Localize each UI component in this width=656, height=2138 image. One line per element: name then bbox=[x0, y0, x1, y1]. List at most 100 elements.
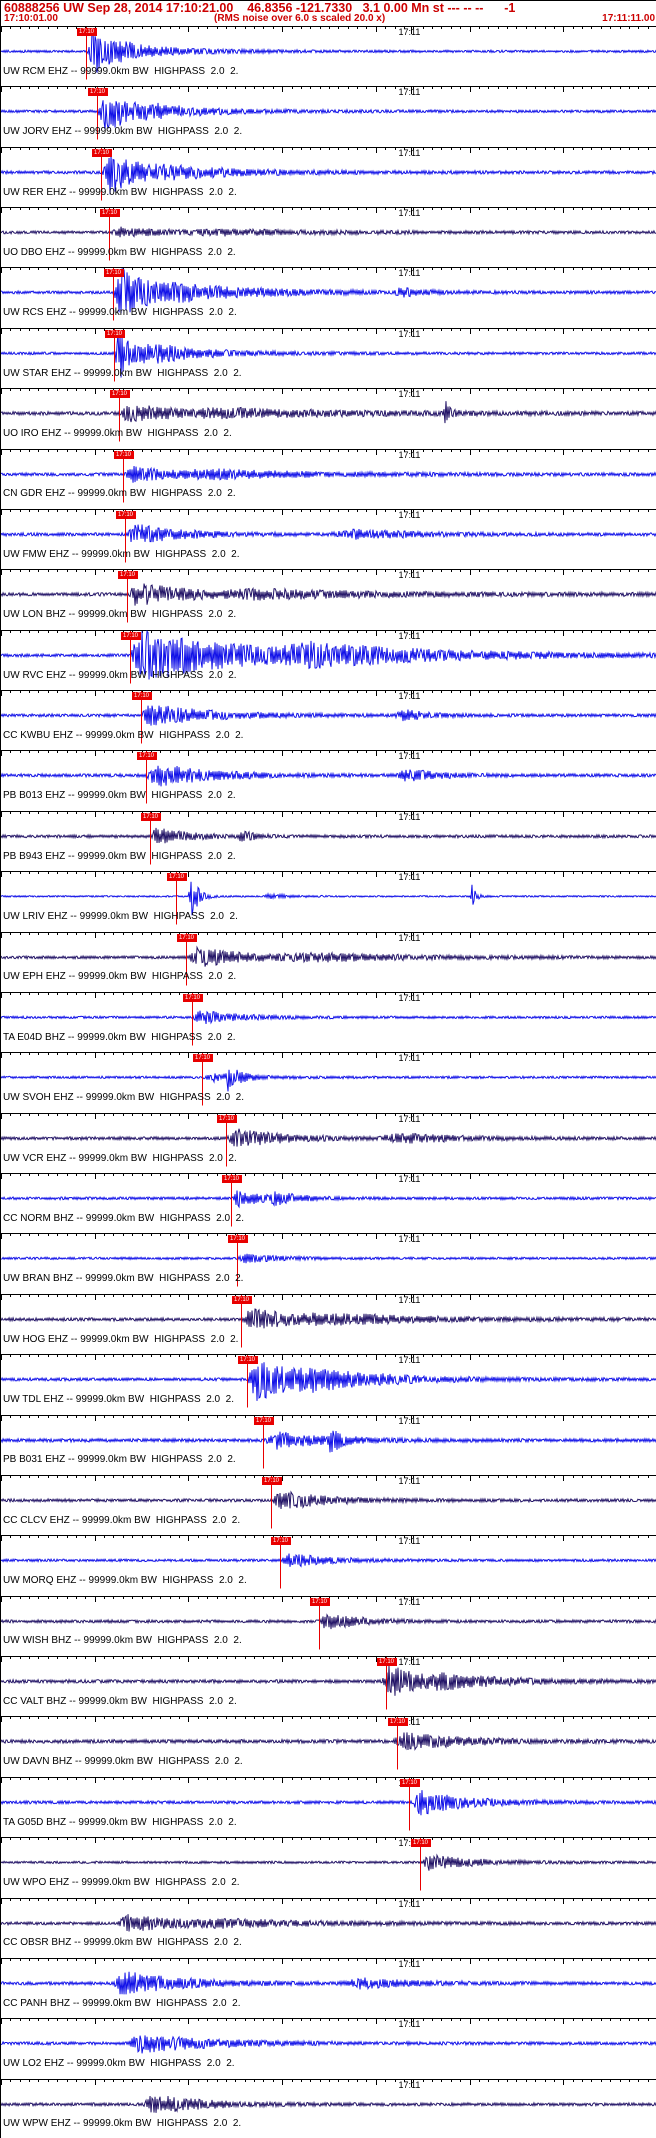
waveform-trace[interactable] bbox=[1, 524, 656, 543]
pick-marker[interactable]: 17:10 bbox=[399, 1778, 420, 1787]
pick-marker[interactable]: 17:10 bbox=[376, 1658, 397, 1667]
waveform-plot[interactable] bbox=[1, 991, 656, 1052]
trace-row[interactable]: UW TDL EHZ -- 99999.0km BW HIGHPASS 2.0 … bbox=[1, 1354, 656, 1414]
pick-marker[interactable]: 17:10 bbox=[182, 993, 203, 1002]
waveform-trace[interactable] bbox=[1, 2095, 656, 2113]
waveform-plot[interactable] bbox=[1, 1293, 656, 1354]
waveform-trace[interactable] bbox=[1, 1553, 656, 1568]
trace-row[interactable]: UW DAVN BHZ -- 99999.0km BW HIGHPASS 2.0… bbox=[1, 1716, 656, 1776]
pick-marker[interactable]: 17:10 bbox=[76, 28, 97, 36]
pick-marker[interactable]: 17:10 bbox=[140, 812, 161, 821]
waveform-plot[interactable] bbox=[1, 86, 656, 146]
trace-row[interactable]: UW RER EHZ -- 99999.0km BW HIGHPASS 2.0 … bbox=[1, 146, 656, 207]
trace-row[interactable]: TA G05D BHZ -- 99999.0km BW HIGHPASS 2.0… bbox=[1, 1776, 656, 1837]
waveform-trace[interactable] bbox=[1, 1190, 656, 1209]
trace-row[interactable]: UW RVC EHZ -- 99999.0km BW HIGHPASS 2.0 … bbox=[1, 629, 656, 690]
pick-marker[interactable]: 17:10 bbox=[221, 1175, 242, 1184]
trace-row[interactable]: PB B943 EHZ -- 99999.0km BW HIGHPASS 2.0… bbox=[1, 810, 656, 871]
trace-row[interactable]: UW RCS EHZ -- 99999.0km BW HIGHPASS 2.0 … bbox=[1, 267, 656, 327]
trace-row[interactable]: UW MORQ EHZ -- 99999.0km BW HIGHPASS 2.0… bbox=[1, 1535, 656, 1595]
pick-marker[interactable]: 17:10 bbox=[104, 329, 125, 338]
pick-marker[interactable]: 17:10 bbox=[109, 390, 130, 399]
pick-marker[interactable]: 17:10 bbox=[87, 88, 108, 97]
pick-marker[interactable]: 17:10 bbox=[166, 873, 187, 882]
waveform-trace[interactable] bbox=[1, 629, 656, 680]
waveform-plot[interactable] bbox=[1, 810, 656, 871]
waveform-trace[interactable] bbox=[1, 100, 656, 130]
waveform-trace[interactable] bbox=[1, 1490, 656, 1509]
waveform-trace[interactable] bbox=[1, 1612, 656, 1629]
waveform-trace[interactable] bbox=[1, 1732, 656, 1752]
waveform-trace[interactable] bbox=[1, 1128, 656, 1147]
pick-marker[interactable]: 17:10 bbox=[136, 752, 157, 761]
trace-row[interactable]: CC PANH BHZ -- 99999.0km BW HIGHPASS 2.0… bbox=[1, 1957, 656, 2018]
waveform-plot[interactable] bbox=[1, 1716, 656, 1776]
waveform-plot[interactable] bbox=[1, 448, 656, 509]
waveform-trace[interactable] bbox=[1, 1010, 656, 1025]
waveform-plot[interactable] bbox=[1, 267, 656, 327]
waveform-plot[interactable] bbox=[1, 750, 656, 810]
waveform-plot[interactable] bbox=[1, 1354, 656, 1414]
waveform-plot[interactable] bbox=[1, 569, 656, 629]
waveform-plot[interactable] bbox=[1, 1837, 656, 1897]
waveform-plot[interactable] bbox=[1, 629, 656, 690]
pick-marker[interactable]: 17:10 bbox=[253, 1416, 274, 1425]
waveform-plot[interactable] bbox=[1, 1595, 656, 1656]
waveform-plot[interactable] bbox=[1, 207, 656, 267]
pick-marker[interactable]: 17:10 bbox=[113, 450, 134, 459]
waveform-plot[interactable] bbox=[1, 1656, 656, 1716]
waveform-trace[interactable] bbox=[1, 766, 656, 787]
trace-row[interactable]: UW LO2 EHZ -- 99999.0km BW HIGHPASS 2.0 … bbox=[1, 2018, 656, 2078]
waveform-plot[interactable] bbox=[1, 1776, 656, 1837]
pick-marker[interactable]: 17:10 bbox=[103, 269, 124, 278]
trace-row[interactable]: CC VALT BHZ -- 99999.0km BW HIGHPASS 2.0… bbox=[1, 1656, 656, 1716]
trace-row[interactable]: UW SVOH EHZ -- 99999.0km BW HIGHPASS 2.0… bbox=[1, 1052, 656, 1112]
pick-marker[interactable]: 17:10 bbox=[192, 1054, 213, 1063]
pick-marker[interactable]: 17:10 bbox=[91, 148, 112, 157]
waveform-trace[interactable] bbox=[1, 1070, 656, 1092]
trace-row[interactable]: UW FMW EHZ -- 99999.0km BW HIGHPASS 2.0 … bbox=[1, 508, 656, 569]
trace-row[interactable]: UW HOG EHZ -- 99999.0km BW HIGHPASS 2.0 … bbox=[1, 1293, 656, 1354]
trace-row[interactable]: UW STAR EHZ -- 99999.0km BW HIGHPASS 2.0… bbox=[1, 327, 656, 388]
trace-row[interactable]: UW JORV EHZ -- 99999.0km BW HIGHPASS 2.0… bbox=[1, 86, 656, 146]
trace-row[interactable]: UW BRAN BHZ -- 99999.0km BW HIGHPASS 2.0… bbox=[1, 1233, 656, 1293]
pick-marker[interactable]: 17:10 bbox=[120, 631, 141, 640]
waveform-trace[interactable] bbox=[1, 154, 656, 194]
trace-row[interactable]: UW VCR EHZ -- 99999.0km BW HIGHPASS 2.0 … bbox=[1, 1112, 656, 1173]
pick-marker[interactable]: 17:10 bbox=[410, 1839, 431, 1848]
waveform-plot[interactable] bbox=[1, 388, 656, 448]
waveform-trace[interactable] bbox=[1, 226, 656, 238]
waveform-plot[interactable] bbox=[1, 1052, 656, 1112]
pick-marker[interactable]: 17:10 bbox=[261, 1476, 282, 1485]
waveform-plot[interactable] bbox=[1, 1173, 656, 1233]
trace-row[interactable]: UW EPH EHZ -- 99999.0km BW HIGHPASS 2.0 … bbox=[1, 931, 656, 992]
pick-marker[interactable]: 17:10 bbox=[176, 933, 197, 942]
trace-row[interactable]: UW WISH BHZ -- 99999.0km BW HIGHPASS 2.0… bbox=[1, 1595, 656, 1656]
pick-marker[interactable]: 17:10 bbox=[117, 571, 138, 580]
waveform-trace[interactable] bbox=[1, 1789, 656, 1815]
trace-row[interactable]: CC OBSR BHZ -- 99999.0km BW HIGHPASS 2.0… bbox=[1, 1897, 656, 1958]
trace-row[interactable]: PB B031 EHZ -- 99999.0km BW HIGHPASS 2.0… bbox=[1, 1414, 656, 1475]
trace-row[interactable]: UW RCM EHZ -- 99999.0km BW HIGHPASS 2.0 … bbox=[1, 26, 656, 86]
trace-row[interactable]: UW WPW EHZ -- 99999.0km BW HIGHPASS 2.0 … bbox=[1, 2078, 656, 2138]
pick-marker[interactable]: 17:10 bbox=[237, 1356, 258, 1365]
trace-row[interactable]: UO IRO EHZ -- 99999.0km BW HIGHPASS 2.0 … bbox=[1, 388, 656, 448]
waveform-trace[interactable] bbox=[1, 1913, 656, 1932]
waveform-plot[interactable] bbox=[1, 508, 656, 569]
waveform-plot[interactable] bbox=[1, 690, 656, 750]
trace-row[interactable]: CN GDR EHZ -- 99999.0km BW HIGHPASS 2.0 … bbox=[1, 448, 656, 509]
trace-row[interactable]: PB B013 EHZ -- 99999.0km BW HIGHPASS 2.0… bbox=[1, 750, 656, 810]
waveform-plot[interactable] bbox=[1, 931, 656, 992]
pick-marker[interactable]: 17:10 bbox=[309, 1597, 330, 1606]
waveform-trace[interactable] bbox=[1, 1254, 656, 1264]
waveform-trace[interactable] bbox=[1, 401, 656, 424]
trace-row[interactable]: TA E04D BHZ -- 99999.0km BW HIGHPASS 2.0… bbox=[1, 991, 656, 1052]
waveform-plot[interactable] bbox=[1, 2078, 656, 2138]
trace-row[interactable]: CC CLCV EHZ -- 99999.0km BW HIGHPASS 2.0… bbox=[1, 1474, 656, 1535]
trace-row[interactable]: UW WPO EHZ -- 99999.0km BW HIGHPASS 2.0 … bbox=[1, 1837, 656, 1897]
pick-marker[interactable]: 17:10 bbox=[387, 1718, 408, 1727]
waveform-plot[interactable] bbox=[1, 1233, 656, 1293]
pick-marker[interactable]: 17:10 bbox=[99, 209, 120, 218]
waveform-trace[interactable] bbox=[1, 583, 656, 606]
waveform-plot[interactable] bbox=[1, 327, 656, 388]
